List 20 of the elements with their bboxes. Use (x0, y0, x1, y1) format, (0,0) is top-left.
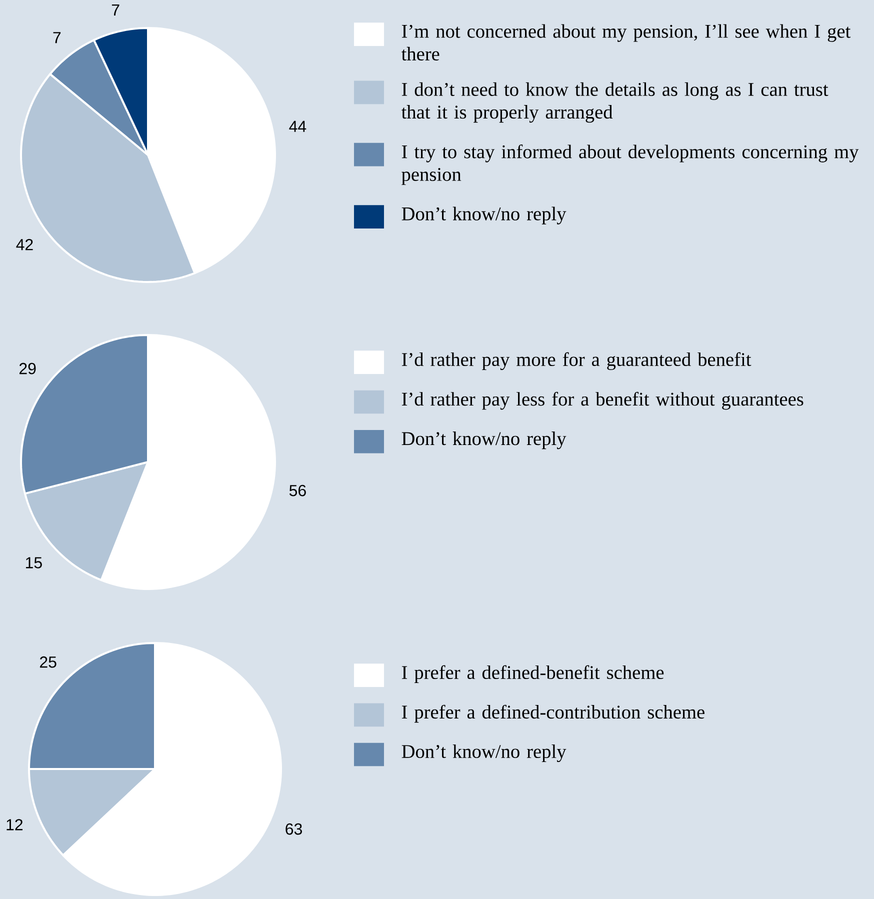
legend-label: Don’t know/no reply (402, 744, 566, 762)
data-label: 25 (40, 656, 56, 668)
legend-label: I try to stay informed about developments concerning my pension (402, 144, 859, 185)
data-label: 56 (289, 484, 306, 496)
legend-label: I’m not concerned about my pension, I’ll see when I get there (401, 24, 851, 61)
data-label: 7 (53, 32, 61, 44)
legend-label: I prefer a defined-benefit scheme (402, 665, 664, 683)
legend-label: Don’t know/no reply (402, 432, 566, 450)
data-label: 15 (26, 557, 42, 568)
data-label: 42 (16, 238, 33, 250)
legend-label: I don’t need to know the details as long as I can trust that it is properly arranged (401, 82, 828, 123)
data-label: 12 (6, 819, 23, 830)
data-label: 7 (112, 4, 120, 16)
data-label: 29 (19, 362, 36, 374)
legend-label: I prefer a defined-contribution scheme (402, 704, 704, 723)
legend-label: Don’t know/no reply (402, 206, 566, 224)
data-label: 63 (286, 823, 302, 835)
legend-label: I’d rather pay more for a guaranteed benefit (402, 352, 752, 370)
legend-label: I’d rather pay less for a benefit without guarantees (402, 392, 804, 410)
data-label: 44 (289, 120, 306, 132)
